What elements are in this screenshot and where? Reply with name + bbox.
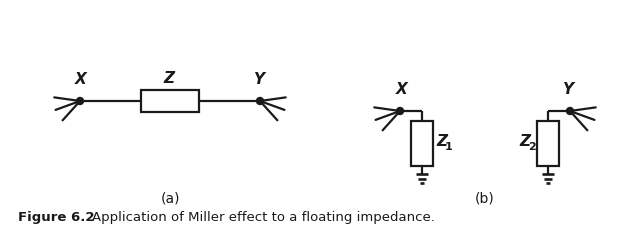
Text: Z: Z [163, 71, 174, 86]
Text: Z: Z [519, 134, 530, 149]
Circle shape [257, 97, 264, 104]
Text: 1: 1 [445, 143, 453, 152]
Circle shape [77, 97, 84, 104]
Text: X: X [396, 82, 408, 97]
Text: 2: 2 [528, 143, 536, 152]
Text: Y: Y [563, 82, 574, 97]
Bar [141, 90, 199, 112]
Text: (b): (b) [475, 192, 495, 206]
Text: Figure 6.2: Figure 6.2 [18, 212, 95, 225]
Bar [537, 121, 559, 166]
Text: X: X [75, 72, 87, 87]
Text: Y: Y [253, 72, 264, 87]
Circle shape [566, 107, 574, 115]
Text: (a): (a) [160, 192, 180, 206]
Text: Z: Z [436, 134, 447, 149]
Bar [411, 121, 433, 166]
Circle shape [397, 107, 404, 115]
Text: Application of Miller effect to a floating impedance.: Application of Miller effect to a floati… [75, 212, 435, 225]
